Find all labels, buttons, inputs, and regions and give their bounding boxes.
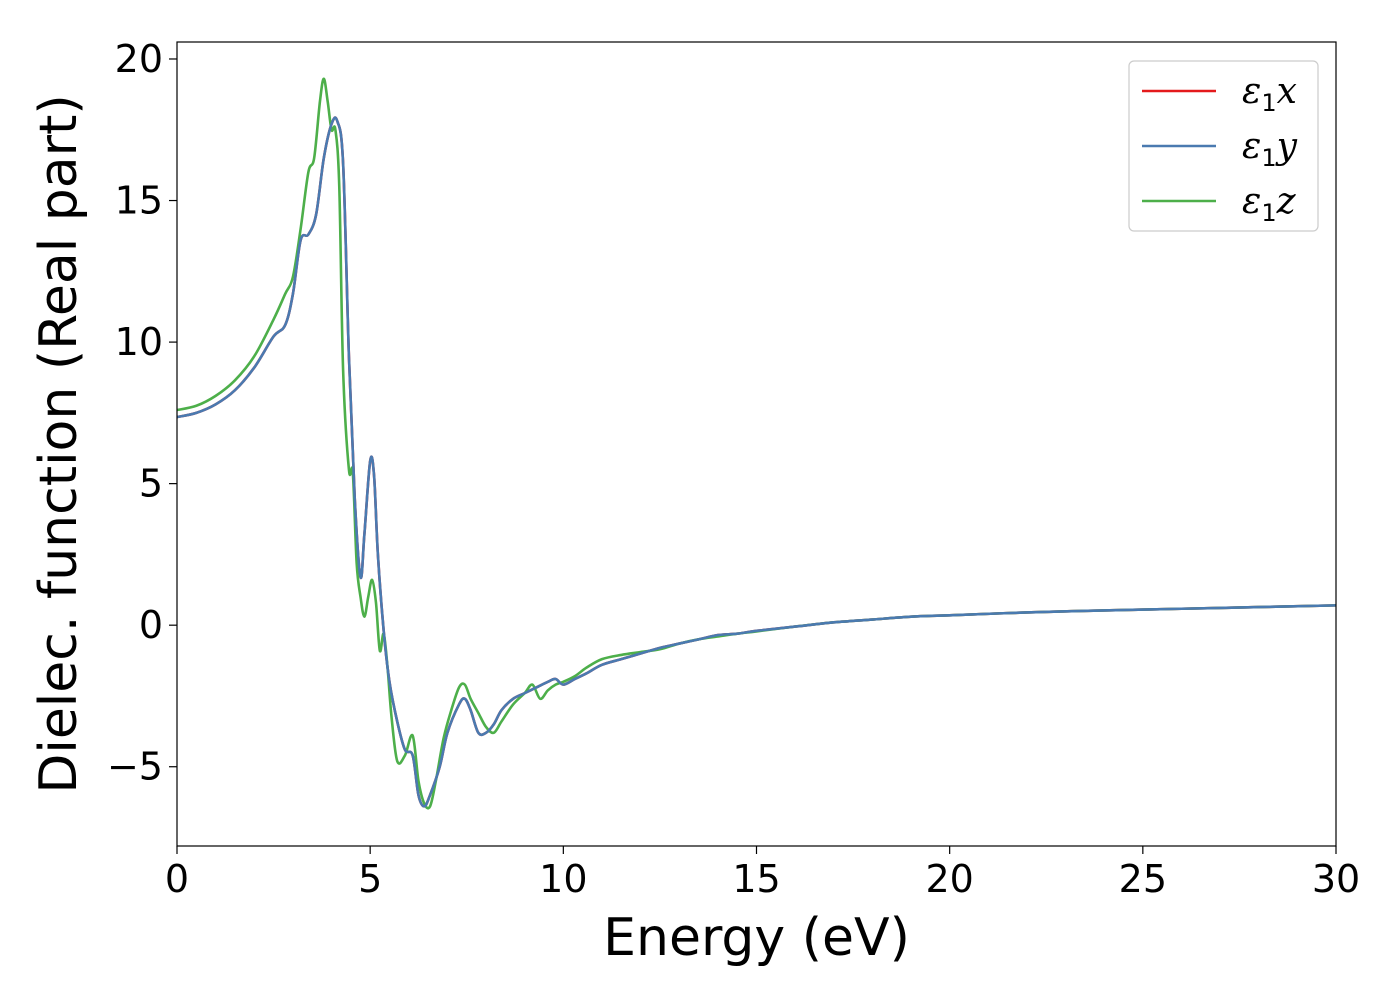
legend-label-sub: 1	[1261, 89, 1276, 117]
legend-label-tail: z	[1276, 181, 1297, 222]
x-tick-label: 20	[925, 857, 973, 901]
legend-label-base: ε	[1242, 181, 1261, 222]
y-tick-label: 15	[115, 179, 163, 223]
x-tick-label: 10	[539, 857, 587, 901]
x-tick-label: 5	[358, 857, 382, 901]
legend-label-sub: 1	[1261, 199, 1276, 227]
y-tick-label: 10	[115, 320, 163, 364]
legend-label-base: ε	[1242, 71, 1261, 112]
y-tick-label: −5	[107, 745, 163, 789]
y-tick-label: 20	[115, 37, 163, 81]
x-tick-label: 15	[732, 857, 780, 901]
series-layer	[177, 77, 1336, 810]
legend-label-y: ε1y	[1242, 126, 1298, 172]
series-line-y	[177, 116, 1336, 808]
legend-label-tail: x	[1277, 71, 1297, 112]
y-axis-label: Dielec. function (Real part)	[29, 94, 89, 793]
legend-label-sub: 1	[1261, 144, 1276, 172]
legend-box	[1128, 60, 1319, 232]
x-tick-label: 30	[1312, 857, 1360, 901]
x-axis-label: Energy (eV)	[603, 908, 910, 968]
legend-label-tail: y	[1275, 126, 1298, 167]
legend-label-z: ε1z	[1242, 181, 1297, 227]
y-tick-label: 5	[139, 462, 163, 506]
ticks-layer: 0 5 10 15 20 25 30 −5 0 5 10 15 20	[107, 37, 1360, 901]
x-tick-label: 0	[165, 857, 189, 901]
x-tick-label: 25	[1119, 857, 1167, 901]
y-tick-label: 0	[139, 603, 163, 647]
legend-label-base: ε	[1242, 126, 1261, 167]
legend-label-x: ε1x	[1242, 71, 1297, 117]
